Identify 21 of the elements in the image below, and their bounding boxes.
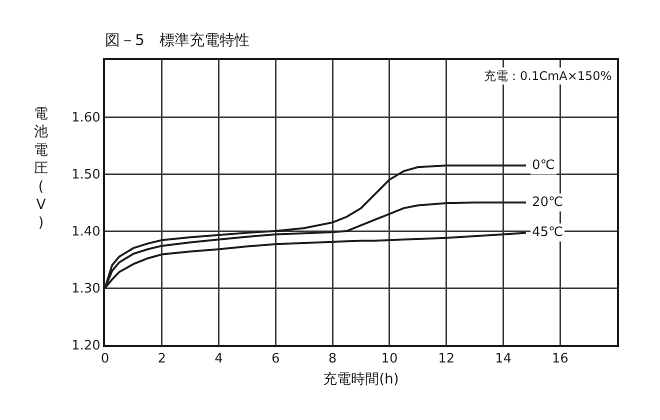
y-tick-label: 1.20 [71,338,100,354]
x-tick-label: 8 [328,352,337,367]
y-tick-label: 1.50 [71,168,100,183]
series-label: 20℃ [532,195,564,210]
x-tick-label: 2 [158,352,166,367]
y-tick-label: 1.60 [71,110,100,126]
annotation: 充電：0.1CmA×150% [484,69,612,83]
x-tick-label: 4 [214,352,223,367]
x-axis-title: 充電時間(h) [323,371,399,388]
x-tick-label: 10 [381,352,398,367]
series-label: 45℃ [532,225,564,240]
x-tick-label: 16 [552,352,568,367]
x-tick-label: 14 [494,352,512,367]
series-label: 0℃ [532,158,555,173]
y-axis-title: 電池電圧(V) [34,106,48,232]
y-tick-label: 1.40 [71,224,100,240]
y-tick-label: 1.30 [71,282,100,297]
chart-title: 図－5 標準充電特性 [105,31,250,50]
x-tick-label: 6 [272,352,280,367]
x-tick-label: 0 [100,352,110,367]
x-tick-label: 12 [438,352,455,367]
